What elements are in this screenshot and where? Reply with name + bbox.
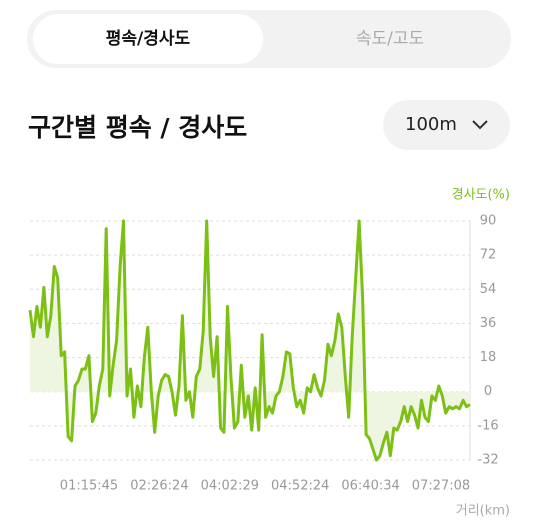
dropdown[interactable]: 100m	[383, 100, 510, 150]
x-tick-label: 06:40:34	[341, 479, 399, 494]
chevron	[472, 120, 488, 130]
line	[28, 219, 471, 462]
y-tick-label: 0	[484, 384, 492, 399]
y-tick-label: 54	[480, 282, 497, 297]
section-title: 구간별 평속 / 경사도	[28, 113, 248, 142]
x-tick-label: 04:52:24	[271, 479, 329, 494]
x-tick-label: 04:02:29	[201, 479, 259, 494]
dropdown-label: 100m	[405, 114, 457, 135]
y-tick-label: 36	[480, 316, 497, 331]
tab[interactable]: 속도/고도	[355, 29, 425, 49]
y-tick-label: 72	[480, 248, 497, 263]
y-tick-label: -32	[477, 453, 498, 468]
x-tick-label: 01:15:45	[60, 479, 118, 494]
tab-bar: 평속/경사도 속도/고도	[27, 10, 511, 68]
chart: 경사도(%) 거리(km) 90 72 54 36 18 0 -16 -32 01:15:45 0…	[28, 188, 510, 519]
tab[interactable]: 평속/경사도	[33, 14, 263, 64]
x-tick-label: 02:26:24	[130, 479, 188, 494]
y-tick-label: 90	[480, 214, 497, 229]
x-axis-label: 거리(km)	[456, 504, 510, 519]
y-tick-label: -16	[477, 418, 498, 433]
y-tick-label: 18	[480, 350, 497, 365]
x-tick-label: 07:27:08	[412, 479, 470, 494]
y-axis-label: 경사도(%)	[452, 188, 510, 203]
